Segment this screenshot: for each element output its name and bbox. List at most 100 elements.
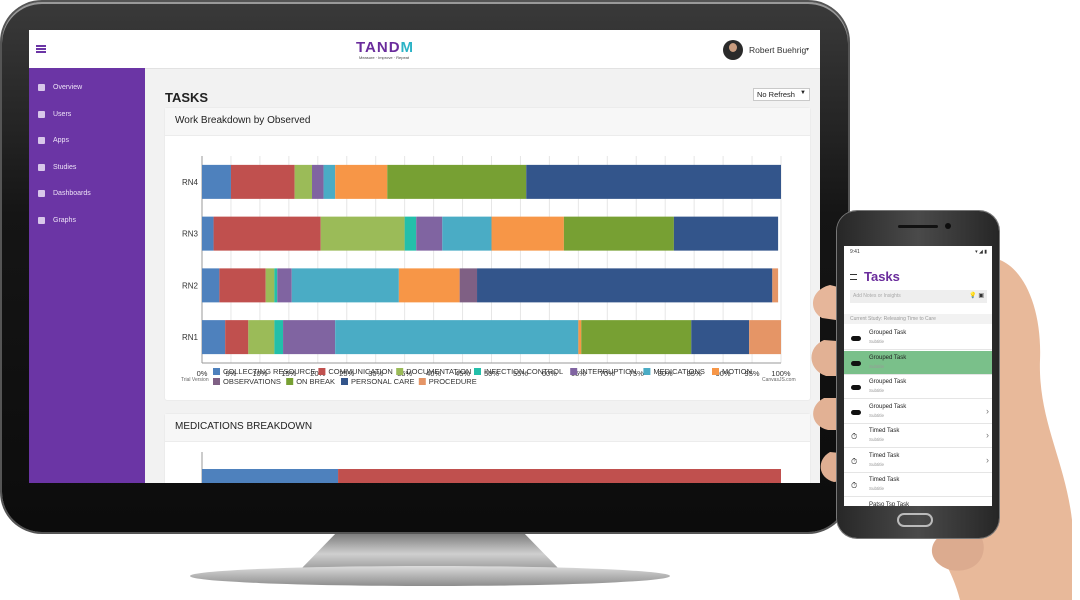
chevron-right-icon[interactable]: › [986,405,989,416]
user-name[interactable]: Robert Buehrig [749,45,807,55]
bar-segment[interactable] [442,216,492,251]
bar-segment[interactable] [335,164,388,199]
tandm-logo[interactable]: TANDM [356,39,415,56]
bar-segment[interactable] [338,469,781,483]
task-list-item[interactable]: ⏱ Timed Task Subtitle › [844,449,992,473]
toggle-icon[interactable] [851,385,861,390]
task-list-item[interactable]: ⏱ Timed Task Subtitle [844,473,992,497]
bar-segment[interactable] [274,268,278,303]
hamburger-menu-icon[interactable] [36,45,46,53]
bar-segment[interactable] [213,216,321,251]
task-list-item[interactable]: ⏱ Timed Task Subtitle › [844,424,992,448]
task-list-item[interactable]: Grouped Task Subtitle [844,326,992,350]
x-tick-label: 10% [252,369,267,378]
legend-label[interactable]: INFECTION CONTROL [484,367,563,376]
bar-segment[interactable] [294,164,313,199]
sidebar-item-graphs[interactable]: Graphs [38,213,76,227]
bar-segment[interactable] [323,164,336,199]
y-category-label: RN3 [182,230,199,239]
task-list-item[interactable]: Grouped Task Subtitle [844,375,992,399]
bar-segment[interactable] [749,320,781,355]
sidebar-item-apps[interactable]: Apps [38,133,69,147]
users-icon [38,110,45,118]
notes-input[interactable]: Add Notes or Insights 💡 ▣ [850,290,987,303]
legend-label[interactable]: DOCUMENTATION [406,367,471,376]
bar-segment[interactable] [283,320,336,355]
legend-label[interactable]: PROCEDURE [429,377,477,386]
user-avatar[interactable] [723,40,743,60]
bar-segment[interactable] [291,268,399,303]
mobile-menu-icon[interactable] [850,274,857,280]
bar-segment[interactable] [578,320,582,355]
user-menu-caret-icon[interactable]: ▾ [806,47,810,53]
bar-segment[interactable] [225,320,249,355]
bar-segment[interactable] [387,164,527,199]
bar-segment[interactable] [404,216,417,251]
legend-label[interactable]: ON BREAK [296,377,335,386]
bar-segment[interactable] [563,216,674,251]
task-list-item[interactable]: Grouped Task Subtitle [844,350,992,375]
bar-segment[interactable] [398,268,460,303]
toggle-icon[interactable] [851,409,861,415]
x-tick-label: 5% [226,369,237,378]
bar-segment[interactable] [277,268,292,303]
legend-label[interactable]: PERSONAL CARE [351,377,415,386]
chart-bars [202,164,781,355]
bar-segment[interactable] [265,268,275,303]
sidebar-item-overview[interactable]: Overview [38,80,82,94]
bar-segment[interactable] [673,216,779,251]
stopwatch-icon[interactable]: ⏱ [851,481,858,490]
stopwatch-icon[interactable]: ⏱ [851,432,858,441]
chevron-right-icon[interactable]: › [986,430,989,440]
toggle-icon[interactable] [851,360,861,366]
bar-segment[interactable] [477,268,773,303]
legend-label[interactable]: COLLECTING RESOURCE [223,367,316,376]
legend-label[interactable]: MEDICATIONS [653,367,705,376]
legend-label[interactable]: OBSERVATIONS [223,377,281,386]
task-title: Grouped Task [869,330,907,336]
monitor-stand-base [190,566,670,586]
task-list-item[interactable]: ▤ Patso Tsp Task [844,498,992,507]
chevron-right-icon[interactable]: › [986,454,989,465]
legend-label[interactable]: INTERRUPTION [580,367,636,376]
sidebar-item-users[interactable]: Users [38,107,71,121]
refresh-select[interactable]: No Refresh ▼ [753,88,810,101]
monitor-stand [300,530,560,570]
home-button[interactable] [897,513,933,527]
sidebar-item-studies[interactable]: Studies [38,160,76,174]
bar-segment[interactable] [459,268,478,303]
bar-segment[interactable] [202,320,226,355]
bar-segment[interactable] [772,268,779,303]
stopwatch-icon[interactable]: ⏱ [851,456,858,466]
bar-segment[interactable] [248,320,275,355]
bar-segment[interactable] [202,216,214,251]
list-icon[interactable]: ▤ [851,506,859,507]
canvasjs-credit[interactable]: CanvasJS.com [762,377,796,383]
bar-segment[interactable] [691,320,750,355]
medications-breakdown-card: MEDICATIONS BREAKDOWN [165,414,810,483]
bar-segment[interactable] [230,164,295,199]
x-tick-label: 15% [281,369,296,378]
bar-segment[interactable] [335,320,579,355]
bar-segment[interactable] [312,164,324,199]
toggle-icon[interactable] [851,336,861,341]
bar-segment[interactable] [416,216,443,251]
bar-segment[interactable] [274,320,284,355]
medications-breakdown-chart [201,452,781,483]
bar-segment[interactable] [526,164,781,199]
chart-x-labels: 0% 5% 10% 15% 20% 25% 30% 35% 40% 45% 50% 55% 60% 65%… [197,369,791,378]
bar-segment[interactable] [320,216,405,251]
lightbulb-chat-icon[interactable]: 💡 ▣ [969,293,984,299]
card-title: MEDICATIONS BREAKDOWN [165,414,810,442]
bar-segment[interactable] [491,216,564,251]
legend-label[interactable]: COMMUNICATION [328,367,392,376]
bar-segment[interactable] [202,164,231,199]
bar-segment[interactable] [581,320,692,355]
bar-segment[interactable] [202,469,339,483]
legend-label[interactable]: MOTION [722,367,752,376]
monitor-frame: TANDM Measure · Improve · Repeat Robert … [2,2,848,532]
sidebar-item-dashboards[interactable]: Dashboards [38,186,91,200]
task-list-item[interactable]: Grouped Task Subtitle › [844,400,992,424]
bar-segment[interactable] [219,268,266,303]
bar-segment[interactable] [202,268,220,303]
